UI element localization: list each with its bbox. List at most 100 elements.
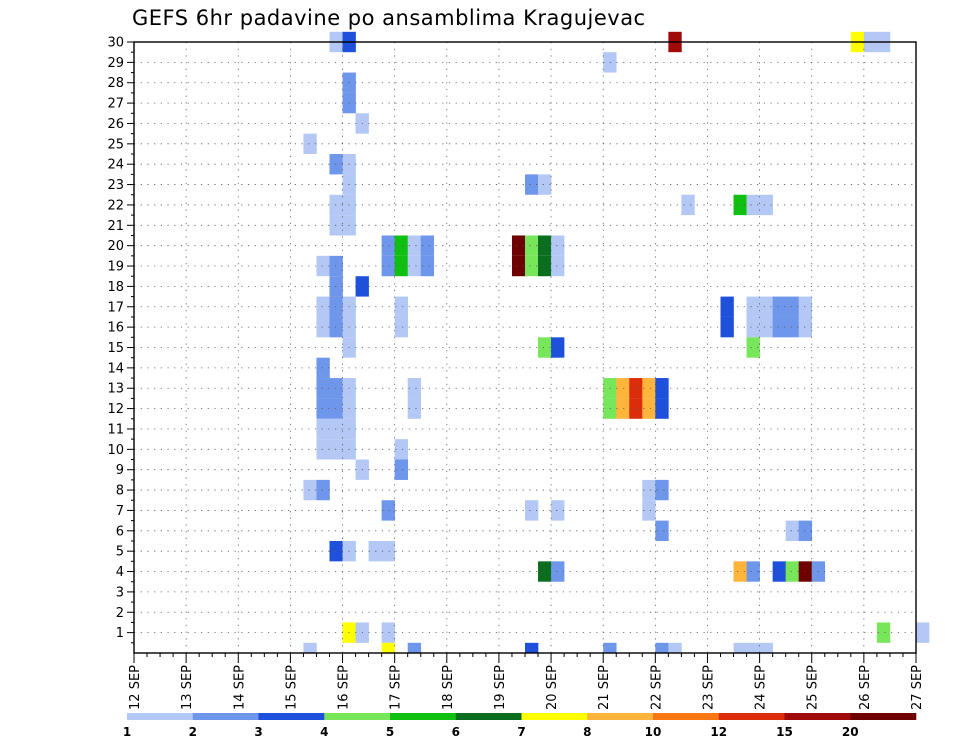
precip-cell <box>316 296 330 317</box>
precip-cell <box>525 235 539 256</box>
precip-cell <box>551 255 565 277</box>
precip-cell <box>746 194 760 216</box>
precip-cell <box>733 642 747 653</box>
colorbar: 1 2 3 4 5 6 7 8 10 12 15 20 <box>123 713 917 739</box>
x-tick-label: 24 SEP <box>754 665 769 710</box>
precip-cell <box>316 418 330 440</box>
precip-cell <box>381 540 395 562</box>
precip-cell <box>316 255 330 277</box>
precip-cell <box>407 235 422 256</box>
colorbar-label: 12 <box>710 725 727 739</box>
precip-cell <box>655 520 669 541</box>
colorbar-swatch <box>718 713 785 720</box>
precip-cell <box>746 337 760 358</box>
y-tick-label: 5 <box>116 545 124 560</box>
precip-cell <box>407 642 422 653</box>
x-tick-label: 15 SEP <box>284 665 299 710</box>
y-tick-label: 30 <box>107 36 124 51</box>
precip-cell <box>538 255 552 277</box>
x-tick-label: 17 SEP <box>389 665 404 710</box>
precip-cell <box>785 561 799 582</box>
x-axis: 12 SEP 13 SEP 14 SEP 15 SEP 16 SEP 17 SEP 18 S… <box>128 653 925 710</box>
y-tick-label: 18 <box>107 280 124 295</box>
x-tick-label: 21 SEP <box>597 665 612 710</box>
precip-cell <box>420 255 435 277</box>
precip-cell <box>316 378 330 399</box>
precip-cell <box>876 622 891 643</box>
precip-cell <box>798 561 813 582</box>
y-tick-label: 17 <box>107 300 124 315</box>
y-tick-label: 4 <box>116 565 124 580</box>
y-tick-label: 8 <box>116 484 124 499</box>
precip-cell <box>655 398 669 419</box>
precip-cell <box>316 439 330 460</box>
precip-cell <box>394 296 408 317</box>
precip-cell <box>746 642 760 653</box>
precip-cell <box>525 642 539 653</box>
y-tick-label: 2 <box>116 606 124 621</box>
precip-cell <box>394 316 408 338</box>
y-tick-label: 25 <box>107 137 124 152</box>
precip-cell <box>629 378 643 399</box>
y-tick-label: 22 <box>107 198 124 213</box>
precip-cell <box>394 255 408 277</box>
precip-cell <box>759 642 773 653</box>
colorbar-swatch <box>850 713 917 720</box>
precip-cell <box>551 235 565 256</box>
precip-cell <box>798 520 813 541</box>
precip-cell <box>772 296 786 317</box>
colorbar-label: 8 <box>583 725 591 739</box>
y-tick-label: 28 <box>107 76 124 91</box>
precip-cell <box>603 642 617 653</box>
precip-cell <box>785 296 799 317</box>
precip-cell <box>394 439 408 460</box>
colorbar-swatch <box>653 713 720 720</box>
colorbar-label: 1 <box>123 725 131 739</box>
precip-cell <box>303 479 317 501</box>
precip-cell <box>381 500 395 521</box>
colorbar-label: 7 <box>517 725 525 739</box>
precip-cell <box>746 316 760 338</box>
colorbar-swatch <box>784 713 851 720</box>
colorbar-swatch <box>390 713 457 720</box>
precip-cell <box>538 235 552 256</box>
precip-cell <box>407 398 422 419</box>
precip-cell <box>759 296 773 317</box>
y-tick-label: 23 <box>107 178 124 193</box>
x-tick-label: 20 SEP <box>545 665 560 710</box>
precip-cell <box>538 174 552 195</box>
precip-cell <box>759 316 773 338</box>
precip-cell <box>394 235 408 256</box>
precip-cell <box>538 337 552 358</box>
colorbar-label: 15 <box>776 725 793 739</box>
x-tick-label: 25 SEP <box>806 665 821 710</box>
y-axis: 1234567891011121314151617181920212223242… <box>107 36 134 644</box>
y-tick-label: 19 <box>107 260 124 275</box>
precip-cell <box>303 642 317 653</box>
colorbar-label: 5 <box>386 725 394 739</box>
x-tick-label: 23 SEP <box>701 665 716 710</box>
colorbar-swatch <box>127 713 194 720</box>
y-tick-label: 7 <box>116 504 124 519</box>
precip-cell <box>642 378 656 399</box>
precip-cell <box>916 622 930 643</box>
y-tick-label: 26 <box>107 117 124 132</box>
x-tick-label: 14 SEP <box>232 665 247 710</box>
precip-cell <box>316 316 330 338</box>
precip-cell <box>642 479 656 501</box>
precip-cell <box>407 378 422 399</box>
precip-cell <box>655 479 669 501</box>
precip-cell <box>642 500 656 521</box>
chart-title: GEFS 6hr padavine po ansamblima Kragujev… <box>132 6 646 30</box>
precip-cell <box>538 561 552 582</box>
x-tick-label: 22 SEP <box>649 665 664 710</box>
y-tick-label: 11 <box>107 422 124 437</box>
precip-cell <box>798 316 813 338</box>
y-tick-label: 14 <box>107 361 124 376</box>
y-tick-label: 6 <box>116 524 124 539</box>
precip-cell <box>420 235 435 256</box>
y-tick-label: 12 <box>107 402 124 417</box>
precip-cell <box>511 235 526 256</box>
y-tick-label: 24 <box>107 158 124 173</box>
precip-cell <box>381 642 395 653</box>
